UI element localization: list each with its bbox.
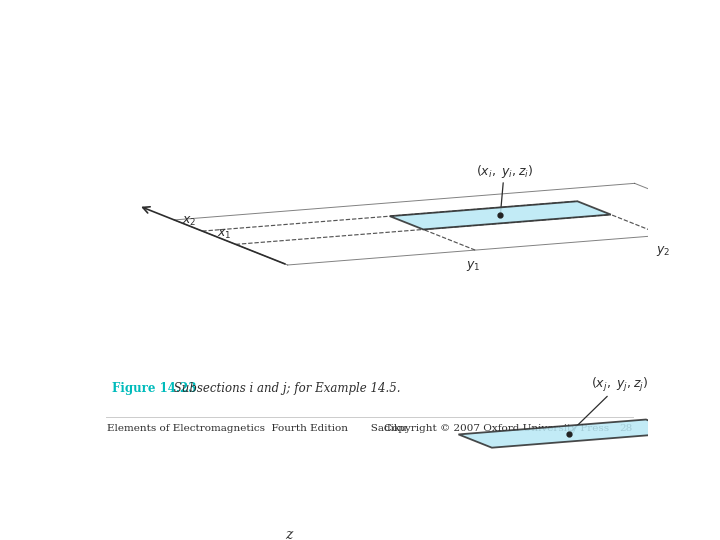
Text: Subsections i and j; for Example 14.5.: Subsections i and j; for Example 14.5.	[170, 382, 400, 395]
Text: Elements of Electromagnetics  Fourth Edition       Sadiku: Elements of Electromagnetics Fourth Edit…	[107, 423, 407, 433]
Text: $x_1$: $x_1$	[217, 227, 232, 240]
Text: 28: 28	[619, 423, 632, 433]
Text: $x_2$: $x_2$	[181, 215, 196, 228]
Text: $(x_j,\ y_j, z_j)$: $(x_j,\ y_j, z_j)$	[571, 375, 648, 431]
Text: Copyright © 2007 Oxford University Press: Copyright © 2007 Oxford University Press	[384, 423, 610, 433]
Text: $y_1$: $y_1$	[467, 259, 481, 273]
Text: $(x_i,\ y_i, z_i)$: $(x_i,\ y_i, z_i)$	[476, 163, 533, 213]
Text: $y_2$: $y_2$	[656, 245, 670, 259]
Text: Figure 14.23: Figure 14.23	[112, 382, 196, 395]
Polygon shape	[459, 420, 680, 448]
Text: z: z	[286, 528, 293, 540]
Polygon shape	[390, 201, 611, 229]
